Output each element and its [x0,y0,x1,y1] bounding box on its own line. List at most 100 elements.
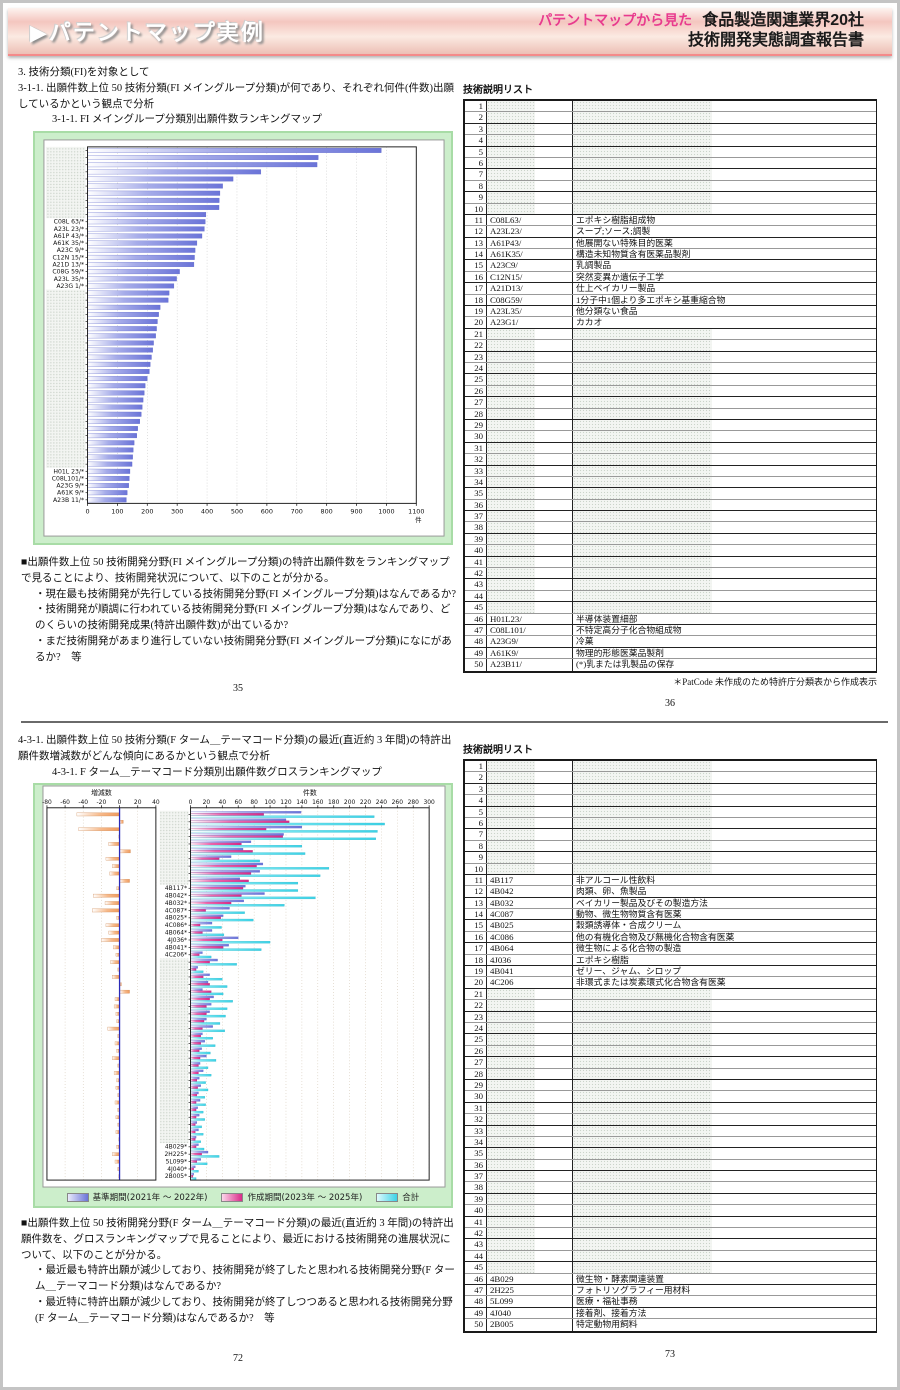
row-code: 4B064 [487,943,573,954]
masked-block [573,1262,713,1273]
masked-block [487,169,535,180]
fi-ranking-chart-box: 0 100 200 300 400 500 600 700 800 900 1000 1100 件 C08… [33,131,453,545]
table-row-masked: 38 [465,522,876,534]
row-description [573,454,876,465]
masked-block [573,1034,713,1045]
table-row-masked: 29 [465,419,876,432]
row-number: 43 [465,579,487,590]
row-code [487,374,573,385]
row-code: 2B005 [487,1319,573,1331]
row-code [487,385,573,397]
row-number: 10 [465,203,487,214]
table-row: 11 4B117 非アルコール性飲料 [465,874,876,887]
table-row-masked: 45 [465,1262,876,1274]
table-row-masked: 35 [465,488,876,500]
row-code [487,101,573,112]
section1-bullet-head: ■出願件数上位 50 技術開発分野(FI メイングループ分類)の特許出願件数をラ… [21,557,450,584]
row-number: 28 [465,408,487,419]
row-description [573,1228,876,1239]
row-number: 21 [465,328,487,340]
row-description [573,362,876,374]
row-code [487,203,573,214]
row-description [573,169,876,180]
section1-intro: 3. 技術分類(FI)を対象として 3-1-1. 出願件数上位 50 技術分類(… [18,65,460,128]
row-code [487,840,573,852]
svg-text:4B042*: 4B042* [165,893,187,900]
row-code [487,476,573,488]
row-number: 5 [465,806,487,817]
row-code [487,146,573,157]
row-code [487,852,573,863]
svg-text:2B005*: 2B005* [165,1173,187,1180]
row-number: 15 [465,260,487,271]
table-row-masked: 23 [465,351,876,363]
masked-block [573,1000,713,1011]
table-row-masked: 37 [465,1171,876,1183]
row-description: (*)乳または乳製品の保存 [576,659,675,670]
table-row: 19 A23L35/ 他分類ない食品 [465,306,876,318]
svg-text:120: 120 [280,799,292,806]
row-number: 35 [465,1148,487,1159]
row-description [573,772,876,783]
masked-block [487,1102,535,1114]
table-row: 11 C08L63/ エポキシ樹脂組成物 [465,214,876,227]
section1-tech-list: 技術説明リスト 1 2 3 4 5 6 7 [463,81,877,709]
row-code [487,123,573,135]
table-row-masked: 33 [465,465,876,477]
row-code: 4C206 [487,977,573,988]
masked-block [487,806,535,817]
row-number: 28 [465,1068,487,1079]
row-description [573,761,876,772]
svg-text:60: 60 [234,799,242,806]
table-row: 18 C08G59/ 1分子中1個より多エポキシ基重縮合物 [465,294,876,307]
svg-text:0: 0 [85,507,89,515]
svg-text:A23B 11/*: A23B 11/* [53,497,84,504]
row-code: A23L23/ [487,226,573,237]
masked-block [573,1205,713,1216]
row-code [487,499,573,511]
masked-block [487,1205,535,1216]
table-row: 48 5L099 医療・福祉事務 [465,1296,876,1308]
row-code [487,1182,573,1193]
masked-block [487,374,535,385]
row-number: 16 [465,931,487,943]
row-code [487,1159,573,1171]
svg-text:-20: -20 [97,799,107,806]
table-row-masked: 31 [465,1102,876,1115]
row-number: 18 [465,294,487,306]
row-code: 4B032 [487,897,573,909]
row-number: 17 [465,943,487,954]
row-number: 22 [465,340,487,351]
svg-text:4B029*: 4B029* [165,1144,187,1151]
masked-block [487,476,535,488]
section2-findings: ■出願件数上位 50 技術開発分野(F ターム＿テーマコード分類)の最近(直近約… [21,1216,459,1326]
masked-block [487,783,535,795]
row-code [487,545,573,556]
masked-block [573,169,713,180]
row-description [573,840,876,852]
table-row-masked: 45 [465,602,876,614]
row-description [573,1182,876,1193]
row-description [573,829,876,840]
row-description [573,522,876,533]
row-code [487,1193,573,1205]
header-subtitle: パテントマップから見た 食品製造関連業界20社 技術開発実態調査報告書 [538,11,864,51]
row-code [487,817,573,829]
masked-block [487,1136,535,1148]
table-row-masked: 21 [465,328,876,341]
masked-block [573,772,713,783]
table-row-masked: 5 [465,806,876,818]
masked-block [573,1022,713,1034]
table-row-masked: 8 [465,180,876,193]
row-code: C12N15/ [487,271,573,283]
table-row: 15 4B025 穀類誘導体・合成クリーム [465,920,876,932]
row-description [573,1205,876,1216]
svg-text:4B064*: 4B064* [165,929,187,936]
row-number: 44 [465,1250,487,1262]
row-number: 36 [465,499,487,511]
row-code: 4B029 [487,1273,573,1284]
section2-intro-line1: 4-3-1. 出願件数上位 50 技術分類(F ターム＿テーマコード分類)の最近… [18,735,452,762]
row-description [573,397,876,408]
svg-text:600: 600 [261,507,273,515]
row-number: 24 [465,362,487,374]
